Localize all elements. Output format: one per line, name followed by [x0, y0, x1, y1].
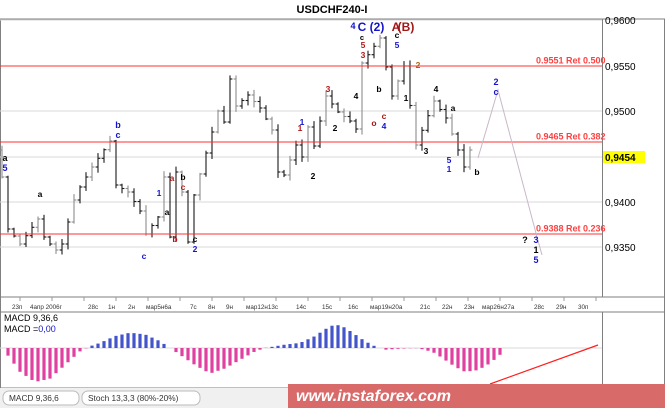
- svg-text:2: 2: [493, 77, 498, 87]
- svg-text:o: o: [371, 118, 376, 128]
- svg-text:1н: 1н: [108, 304, 116, 311]
- svg-text:0,9500: 0,9500: [605, 107, 636, 118]
- svg-text:Stoch 13,3,3 (80%-20%): Stoch 13,3,3 (80%-20%): [88, 393, 179, 403]
- svg-text:MACD 9,36,6: MACD 9,36,6: [4, 313, 58, 323]
- svg-text:30п: 30п: [578, 304, 588, 311]
- svg-text:?: ?: [522, 235, 528, 245]
- svg-text:22н: 22н: [442, 304, 453, 311]
- svg-text:15с: 15с: [322, 304, 332, 311]
- svg-text:b: b: [474, 167, 479, 177]
- svg-text:MACD =0,00: MACD =0,00: [4, 324, 56, 334]
- svg-text:29н: 29н: [556, 304, 567, 311]
- svg-text:0,9600: 0,9600: [605, 16, 636, 27]
- svg-text:1: 1: [404, 93, 409, 103]
- svg-text:5: 5: [361, 40, 366, 50]
- svg-text:c: c: [395, 30, 400, 40]
- svg-text:a: a: [38, 189, 43, 199]
- svg-text:7с: 7с: [190, 304, 197, 311]
- svg-text:c: c: [382, 111, 387, 121]
- svg-text:9н: 9н: [226, 304, 234, 311]
- svg-text:2: 2: [193, 244, 198, 254]
- svg-text:3: 3: [326, 84, 331, 94]
- svg-text:2н: 2н: [128, 304, 136, 311]
- svg-text:b: b: [115, 120, 121, 130]
- svg-text:1: 1: [533, 245, 538, 255]
- svg-text:0.9551 Ret 0.500: 0.9551 Ret 0.500: [536, 56, 606, 66]
- svg-text:C: C: [358, 20, 367, 34]
- svg-text:2: 2: [416, 60, 421, 70]
- svg-text:мар19н20а: мар19н20а: [370, 304, 403, 311]
- svg-text:a: a: [165, 207, 170, 217]
- svg-text:b: b: [376, 84, 381, 94]
- svg-text:3: 3: [533, 235, 538, 245]
- svg-text:мар26н27а: мар26н27а: [482, 304, 515, 311]
- svg-text:28с: 28с: [88, 304, 98, 311]
- svg-text:14с: 14с: [296, 304, 306, 311]
- svg-text:c: c: [142, 251, 147, 261]
- svg-text:(2): (2): [370, 20, 385, 34]
- svg-text:3: 3: [424, 146, 429, 156]
- svg-text:b: b: [172, 234, 177, 244]
- svg-text:1: 1: [298, 123, 303, 133]
- svg-text:1: 1: [157, 188, 162, 198]
- svg-text:0,9400: 0,9400: [605, 198, 636, 209]
- svg-text:c: c: [193, 234, 198, 244]
- svg-text:a: a: [451, 103, 456, 113]
- svg-text:www.instaforex.com: www.instaforex.com: [296, 388, 451, 405]
- svg-text:5: 5: [395, 40, 400, 50]
- svg-text:4апр 2006г: 4апр 2006г: [30, 304, 63, 311]
- svg-text:USDCHF240-I: USDCHF240-I: [297, 4, 368, 16]
- svg-text:0.9465 Ret 0.382: 0.9465 Ret 0.382: [536, 132, 606, 142]
- svg-text:2: 2: [311, 171, 316, 181]
- svg-text:23п: 23п: [12, 304, 22, 311]
- svg-text:3: 3: [361, 50, 366, 60]
- svg-text:c: c: [181, 182, 186, 192]
- svg-text:4: 4: [382, 121, 387, 131]
- svg-text:мар5н6а: мар5н6а: [146, 304, 172, 311]
- svg-text:16с: 16с: [348, 304, 358, 311]
- svg-text:5: 5: [2, 163, 7, 173]
- svg-text:0,9350: 0,9350: [605, 243, 636, 254]
- svg-text:(B): (B): [398, 20, 415, 34]
- svg-text:MACD 9,36,6: MACD 9,36,6: [9, 393, 59, 403]
- svg-text:28с: 28с: [534, 304, 544, 311]
- svg-text:21с: 21с: [420, 304, 430, 311]
- svg-text:8н: 8н: [208, 304, 216, 311]
- svg-text:b: b: [180, 172, 185, 182]
- svg-text:a: a: [170, 173, 175, 183]
- svg-text:4: 4: [434, 84, 439, 94]
- svg-text:4: 4: [354, 91, 359, 101]
- svg-text:0,9550: 0,9550: [605, 62, 636, 73]
- svg-text:мар12н13с: мар12н13с: [246, 304, 278, 311]
- svg-text:c: c: [115, 130, 120, 140]
- svg-text:4: 4: [350, 21, 355, 31]
- svg-text:0.9388 Ret 0.236: 0.9388 Ret 0.236: [536, 224, 606, 234]
- svg-text:2: 2: [333, 123, 338, 133]
- svg-text:0,9454: 0,9454: [605, 153, 636, 164]
- svg-text:5: 5: [533, 255, 538, 265]
- svg-text:c: c: [493, 87, 498, 97]
- svg-text:23н: 23н: [464, 304, 475, 311]
- svg-text:1: 1: [447, 164, 452, 174]
